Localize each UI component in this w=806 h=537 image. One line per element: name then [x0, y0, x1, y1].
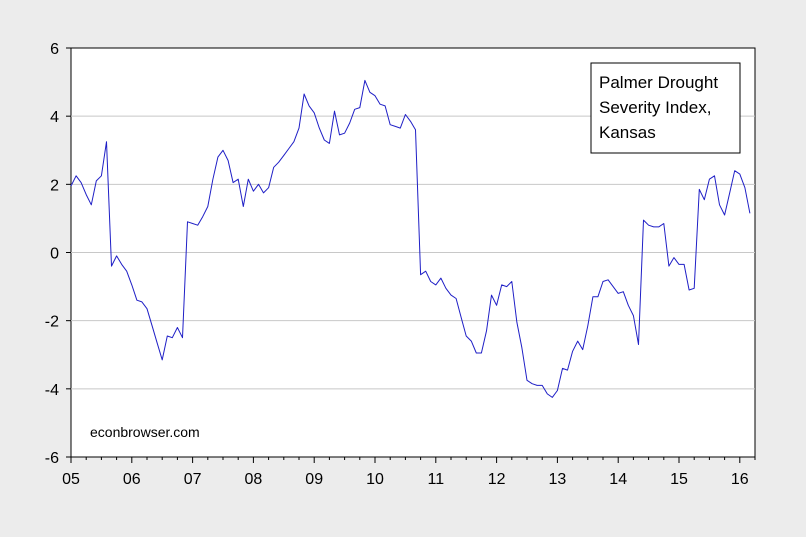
x-tick-label: 16 [731, 471, 749, 488]
x-axis: 05 06 07 08 09 10 11 12 13 14 15 16 [62, 457, 756, 488]
legend-line-1: Palmer Drought [599, 73, 718, 92]
y-tick-label: 2 [50, 177, 59, 194]
x-tick-label: 08 [245, 471, 263, 488]
x-tick-label: 06 [123, 471, 141, 488]
x-tick-label: 14 [609, 471, 627, 488]
watermark-text: econbrowser.com [90, 424, 200, 440]
series-layer [70, 79, 751, 398]
x-tick-label: 10 [366, 471, 384, 488]
y-tick-label: 6 [50, 41, 59, 58]
x-tick-label: 07 [184, 471, 202, 488]
legend-box: Palmer Drought Severity Index, Kansas [590, 62, 741, 154]
y-tick-label: -2 [45, 314, 59, 331]
x-tick-label: 12 [488, 471, 506, 488]
legend-frame [590, 62, 741, 154]
series-line-0 [70, 79, 751, 398]
legend-line-2: Severity Index, [599, 98, 711, 117]
y-tick-label: 0 [50, 246, 59, 263]
x-tick-label: 09 [305, 471, 323, 488]
y-tick-label: -4 [45, 382, 59, 399]
y-axis: -6 -4 -2 0 2 4 6 [45, 41, 71, 467]
x-tick-label: 13 [549, 471, 567, 488]
y-tick-label: -6 [45, 450, 59, 467]
legend-line-3: Kansas [599, 123, 656, 142]
x-tick-label: 05 [62, 471, 80, 488]
x-tick-label: 15 [670, 471, 688, 488]
y-tick-label: 4 [50, 109, 59, 126]
x-tick-label: 11 [427, 471, 444, 488]
